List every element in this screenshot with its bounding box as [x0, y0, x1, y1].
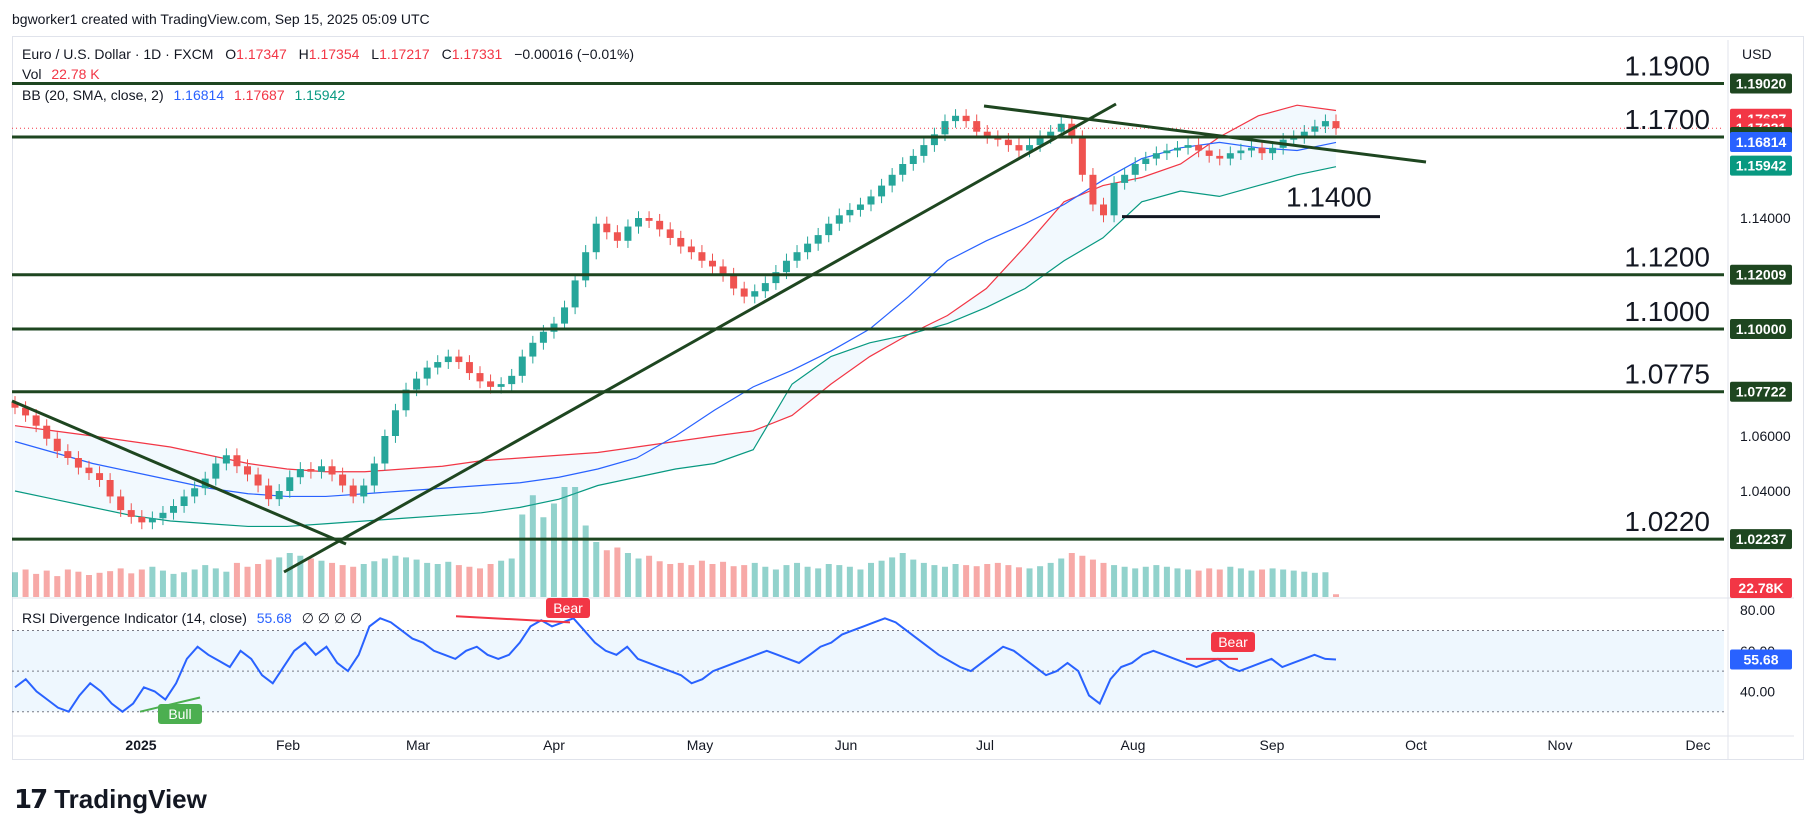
close-value: 1.17331: [451, 46, 503, 62]
ohlc-legend: Euro / U.S. Dollar · 1D · FXCM O1.17347 …: [22, 46, 634, 62]
rsi-legend[interactable]: RSI Divergence Indicator (14, close) 55.…: [22, 610, 362, 627]
volume-label: Vol: [22, 66, 42, 82]
symbol-label[interactable]: Euro / U.S. Dollar · 1D · FXCM: [22, 46, 214, 62]
open-label: O: [225, 46, 237, 62]
open-value: 1.17347: [236, 46, 287, 62]
volume-value: 22.78 K: [51, 66, 100, 82]
rsi-legend-value: 55.68: [256, 610, 292, 626]
tradingview-logo[interactable]: 17 TradingView: [14, 784, 207, 815]
rsi-extra: ∅ ∅ ∅ ∅: [301, 610, 363, 626]
volume-legend[interactable]: Vol 22.78 K: [22, 66, 100, 82]
tradingview-logo-text: TradingView: [54, 784, 207, 814]
chart-caption: bgworker1 created with TradingView.com, …: [12, 11, 430, 27]
bb-legend[interactable]: BB (20, SMA, close, 2) 1.16814 1.17687 1…: [22, 87, 345, 103]
tradingview-logo-icon: 17: [14, 784, 48, 815]
chart-frame: [12, 36, 1804, 760]
low-value: 1.17217: [379, 46, 430, 62]
bb-lower-value: 1.15942: [294, 87, 346, 103]
change-value: −0.00016 (−0.01%): [514, 46, 635, 62]
currency-label[interactable]: USD: [1742, 46, 1772, 62]
bb-basis-value: 1.16814: [173, 87, 225, 103]
low-label: L: [371, 46, 380, 62]
rsi-label: RSI Divergence Indicator (14, close): [22, 610, 247, 626]
high-value: 1.17354: [308, 46, 360, 62]
close-label: C: [441, 46, 452, 62]
bb-upper-value: 1.17687: [234, 87, 285, 103]
bb-label: BB (20, SMA, close, 2): [22, 87, 164, 103]
high-label: H: [298, 46, 309, 62]
